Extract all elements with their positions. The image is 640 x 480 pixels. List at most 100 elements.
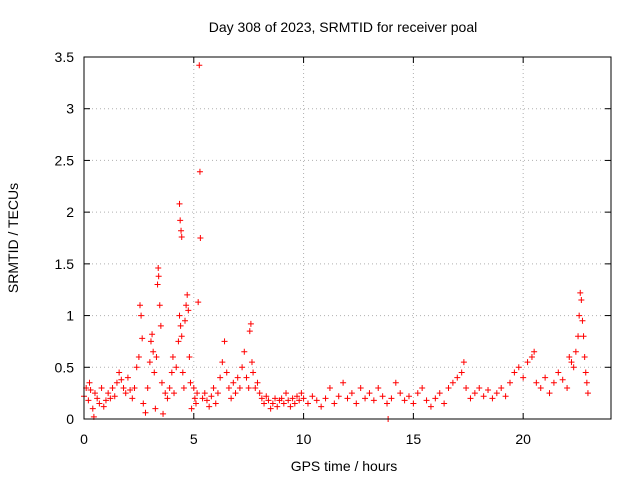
data-point <box>542 374 549 381</box>
y-tick-label: 2 <box>66 204 74 220</box>
data-point <box>261 400 268 407</box>
data-point <box>280 400 287 407</box>
data-point <box>583 379 590 386</box>
data-point <box>178 227 185 234</box>
data-point <box>283 390 290 397</box>
data-point <box>182 317 189 324</box>
y-tick-label: 0.5 <box>55 359 75 375</box>
data-point <box>384 400 391 407</box>
data-point <box>169 353 176 360</box>
data-point <box>566 353 573 360</box>
data-point <box>392 379 399 386</box>
chart-title: Day 308 of 2023, SRMTID for receiver poa… <box>209 19 477 35</box>
data-point <box>572 348 579 355</box>
data-point <box>150 348 157 355</box>
data-point <box>138 312 145 319</box>
data-point <box>298 390 305 397</box>
data-point <box>581 353 588 360</box>
y-axis-label: SRMTID / TECUs <box>5 183 21 293</box>
data-point <box>162 390 169 397</box>
x-tick-label: 20 <box>515 431 531 447</box>
data-point <box>458 369 465 376</box>
data-point <box>267 405 274 412</box>
data-point <box>485 387 492 394</box>
data-point <box>550 379 557 386</box>
data-point <box>502 393 509 400</box>
data-point <box>177 217 184 224</box>
y-tick-label: 1.5 <box>55 256 75 272</box>
data-point <box>476 384 483 391</box>
data-point <box>515 364 522 371</box>
y-tick-label: 0 <box>66 411 74 427</box>
data-point <box>304 400 311 407</box>
data-point <box>559 376 566 383</box>
data-point <box>91 390 98 397</box>
data-point <box>96 400 103 407</box>
data-point <box>171 390 178 397</box>
data-point <box>190 384 197 391</box>
data-point <box>524 359 531 366</box>
data-point <box>460 359 467 366</box>
data-point <box>344 395 351 402</box>
data-point <box>151 369 158 376</box>
data-point <box>258 395 265 402</box>
data-point <box>555 369 562 376</box>
data-point <box>375 384 382 391</box>
data-point <box>432 395 439 402</box>
data-point <box>313 397 320 404</box>
data-point <box>109 384 116 391</box>
data-point <box>154 281 161 288</box>
y-tick-label: 3 <box>66 101 74 117</box>
data-point <box>100 403 107 410</box>
data-points <box>81 62 591 422</box>
data-point <box>331 400 338 407</box>
data-point <box>582 369 589 376</box>
data-point <box>160 410 167 417</box>
data-point <box>194 390 201 397</box>
data-point <box>186 353 193 360</box>
data-point <box>214 390 221 397</box>
data-point <box>155 273 162 280</box>
data-point <box>152 405 159 412</box>
data-point <box>564 384 571 391</box>
data-point <box>463 384 470 391</box>
data-point <box>379 393 386 400</box>
data-point <box>173 364 180 371</box>
data-point <box>223 369 230 376</box>
data-point <box>164 395 171 402</box>
data-point <box>166 384 173 391</box>
data-point <box>177 322 184 329</box>
data-point <box>423 397 430 404</box>
data-point <box>580 333 587 340</box>
data-point <box>87 387 94 394</box>
data-point <box>256 390 263 397</box>
data-point <box>265 397 272 404</box>
data-point <box>247 320 254 327</box>
data-point <box>248 359 255 366</box>
data-point <box>537 384 544 391</box>
data-point <box>230 379 237 386</box>
data-point <box>454 374 461 381</box>
data-point <box>340 379 347 386</box>
data-point <box>178 333 185 340</box>
data-point <box>250 369 257 376</box>
data-point <box>105 390 112 397</box>
data-point <box>405 393 412 400</box>
data-point <box>445 384 452 391</box>
data-point <box>414 390 421 397</box>
x-tick-label: 5 <box>190 431 198 447</box>
data-point <box>289 395 296 402</box>
data-point <box>217 374 224 381</box>
data-point <box>133 364 140 371</box>
data-point <box>278 395 285 402</box>
data-point <box>86 379 93 386</box>
x-tick-label: 0 <box>80 431 88 447</box>
data-point <box>210 384 217 391</box>
data-point <box>203 397 210 404</box>
data-point <box>206 403 213 410</box>
data-point <box>480 393 487 400</box>
data-point <box>388 395 395 402</box>
data-point <box>353 400 360 407</box>
data-point <box>449 379 456 386</box>
data-point <box>225 384 232 391</box>
